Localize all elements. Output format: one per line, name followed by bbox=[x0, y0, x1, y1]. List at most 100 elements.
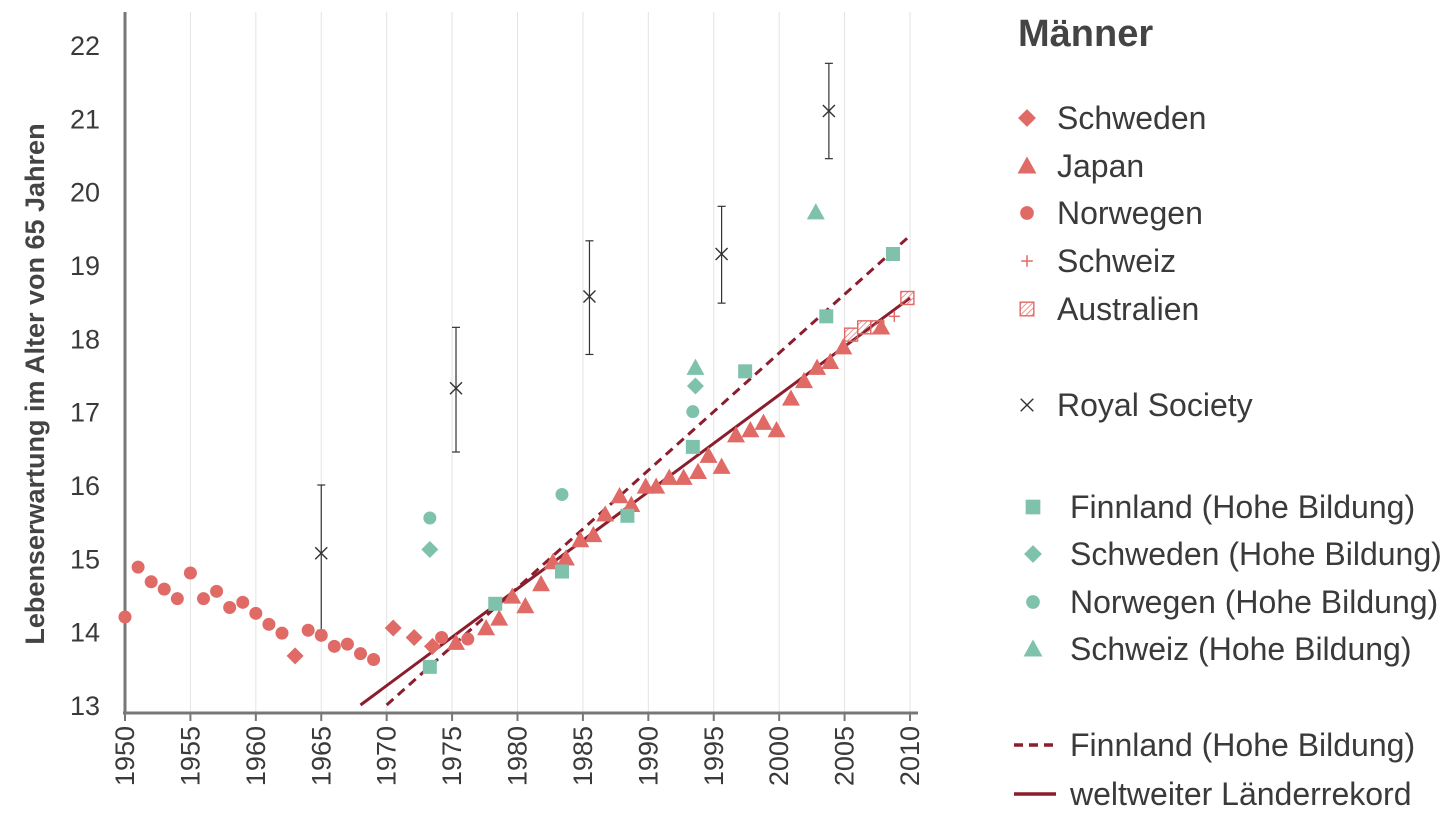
legend-item: Schweden (Hohe Bildung) bbox=[1024, 536, 1442, 572]
marker-triangle bbox=[821, 352, 840, 369]
marker-circle bbox=[1026, 595, 1040, 609]
point-cross bbox=[314, 546, 328, 560]
marker-cross-b bbox=[582, 290, 596, 304]
marker-circle bbox=[301, 623, 315, 637]
point-circle bbox=[555, 488, 569, 502]
marker-circle bbox=[435, 631, 449, 645]
legend: Männer Schweden Japan Norwegen Schweiz Austr… bbox=[1014, 13, 1442, 812]
legend-label: Schweiz bbox=[1057, 243, 1176, 279]
x-tick-label: 1970 bbox=[372, 726, 402, 786]
marker-circle bbox=[262, 617, 276, 631]
marker-circle bbox=[210, 584, 224, 598]
y-tick-label: 15 bbox=[70, 544, 100, 574]
point-square bbox=[422, 659, 437, 674]
point-triangle bbox=[781, 389, 800, 406]
legend-item: Finnland (Hohe Bildung) bbox=[1025, 489, 1415, 525]
legend-label: Schweiz (Hohe Bildung) bbox=[1070, 631, 1412, 667]
marker-triangle bbox=[622, 495, 641, 512]
legend-label: Royal Society bbox=[1057, 387, 1253, 423]
point-circle bbox=[118, 610, 132, 624]
point-circle bbox=[170, 592, 184, 606]
point-square bbox=[685, 439, 700, 454]
marker-circle bbox=[354, 647, 367, 661]
legend-marker bbox=[1025, 499, 1041, 515]
x-tick-label: 1985 bbox=[568, 726, 598, 786]
legend-label: Schweden (Hohe Bildung) bbox=[1070, 536, 1442, 572]
marker-cross-b bbox=[449, 381, 463, 395]
y-tick-label: 16 bbox=[70, 471, 100, 501]
marker-triangle bbox=[1023, 639, 1043, 657]
axes bbox=[123, 12, 918, 721]
marker-triangle bbox=[726, 426, 745, 443]
legend-marker bbox=[1020, 398, 1034, 412]
x-tick-label: 2000 bbox=[764, 726, 794, 786]
point-triangle bbox=[821, 352, 840, 369]
x-tick-label: 1955 bbox=[175, 726, 205, 786]
point-triangle bbox=[516, 597, 535, 614]
point-triangle bbox=[726, 426, 745, 443]
legend-label: Australien bbox=[1057, 291, 1199, 327]
y-tick-label: 20 bbox=[70, 178, 100, 208]
marker-cross-b bbox=[715, 247, 729, 261]
point-triangle bbox=[754, 413, 773, 430]
marker-square bbox=[422, 659, 437, 674]
x-tick-label: 1950 bbox=[110, 726, 140, 786]
x-tick-label: 1960 bbox=[241, 726, 271, 786]
point-circle bbox=[236, 595, 250, 609]
marker-triangle bbox=[596, 505, 615, 522]
marker-triangle bbox=[447, 633, 466, 650]
legend-item: Schweiz bbox=[1021, 243, 1176, 279]
marker-diamond bbox=[405, 629, 423, 647]
point-square bbox=[738, 364, 753, 379]
legend-marker bbox=[1019, 301, 1035, 317]
marker-diamond bbox=[286, 647, 304, 665]
marker-diamond bbox=[686, 377, 704, 395]
y-tick-label: 18 bbox=[70, 324, 100, 354]
x-tick-label: 1965 bbox=[306, 726, 336, 786]
point-triangle bbox=[447, 633, 466, 650]
marker-square bbox=[738, 364, 753, 379]
point-diamond bbox=[686, 377, 704, 395]
marker-diamond bbox=[421, 541, 439, 559]
legend-label: Finnland (Hohe Bildung) bbox=[1070, 489, 1415, 525]
marker-circle bbox=[118, 610, 132, 624]
point-triangle bbox=[622, 495, 641, 512]
marker-circle bbox=[340, 637, 354, 651]
point-triangle bbox=[808, 358, 827, 375]
marker-triangle bbox=[532, 575, 551, 592]
point-circle bbox=[423, 511, 437, 525]
legend-label: weltweiter Länderrekord bbox=[1069, 776, 1412, 812]
point-circle bbox=[340, 637, 354, 651]
marker-cross-b bbox=[822, 104, 836, 118]
marker-triangle bbox=[781, 389, 800, 406]
point-cross bbox=[715, 247, 729, 261]
y-tick-label: 13 bbox=[70, 691, 100, 721]
marker-triangle bbox=[556, 549, 575, 566]
point-circle bbox=[131, 560, 145, 574]
marker-triangle bbox=[674, 468, 693, 485]
marker-circle bbox=[249, 606, 263, 620]
point-triangle bbox=[610, 487, 629, 504]
point-triangle bbox=[596, 505, 615, 522]
point-circle bbox=[314, 628, 328, 642]
marker-diamond bbox=[423, 637, 441, 655]
point-square bbox=[620, 508, 635, 523]
y-tick-label: 21 bbox=[70, 104, 100, 134]
marker-circle bbox=[1020, 206, 1034, 220]
marker-circle bbox=[686, 405, 700, 419]
marker-triangle bbox=[610, 487, 629, 504]
marker-hatched-square bbox=[870, 320, 885, 335]
marker-circle bbox=[314, 628, 328, 642]
point-circle bbox=[367, 653, 381, 667]
x-tick-label: 2005 bbox=[830, 726, 860, 786]
point-triangle bbox=[477, 619, 496, 636]
point-circle bbox=[262, 617, 276, 631]
point-circle bbox=[461, 632, 475, 646]
point-cross bbox=[449, 381, 463, 395]
marker-circle bbox=[157, 582, 171, 596]
point-triangle bbox=[712, 457, 731, 474]
legend-item-line: Finnland (Hohe Bildung) bbox=[1014, 727, 1415, 763]
marker-circle bbox=[223, 600, 237, 614]
point-square bbox=[554, 564, 569, 579]
